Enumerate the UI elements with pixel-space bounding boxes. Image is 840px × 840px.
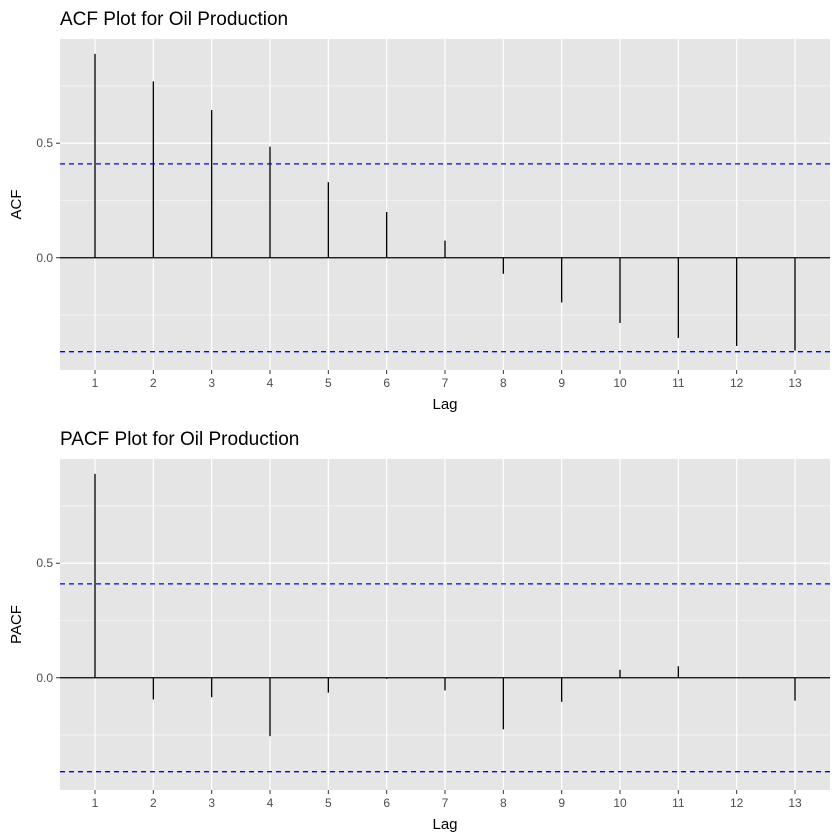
x-tick-label: 9 <box>558 796 565 810</box>
x-tick-label: 11 <box>672 796 685 810</box>
x-tick-label: 9 <box>558 376 565 390</box>
chart-title: ACF Plot for Oil Production <box>60 9 288 30</box>
x-tick-label: 3 <box>208 796 215 810</box>
x-tick-label: 10 <box>613 796 627 810</box>
x-tick-label: 7 <box>442 376 449 390</box>
confidence-lines <box>60 163 830 353</box>
confidence-lines <box>60 583 830 773</box>
pacf-bars <box>60 473 830 737</box>
x-tick-label: 2 <box>150 796 157 810</box>
chart-title: PACF Plot for Oil Production <box>60 429 299 450</box>
x-tick-label: 1 <box>92 376 99 390</box>
x-tick-label: 8 <box>500 796 507 810</box>
x-axis-title: Lag <box>432 816 457 833</box>
x-tick-label: 6 <box>383 796 390 810</box>
y-tick-label: 0.5 <box>36 136 53 150</box>
y-tick-label: 0.0 <box>36 251 53 265</box>
x-tick-label: 13 <box>788 376 802 390</box>
x-tick-label: 4 <box>267 376 274 390</box>
x-tick-label: 4 <box>267 796 274 810</box>
x-tick-label: 5 <box>325 796 332 810</box>
x-tick-label: 11 <box>672 376 685 390</box>
x-axis-ticks: 1 2 3 4 5 6 7 8 9 10 11 12 13 <box>92 370 802 390</box>
x-tick-label: 7 <box>442 796 449 810</box>
x-axis-ticks: 1 2 3 4 5 6 7 8 9 10 11 12 13 <box>92 790 802 810</box>
y-tick-label: 0.0 <box>36 671 53 685</box>
y-axis-title: PACF <box>8 605 25 644</box>
x-tick-label: 8 <box>500 376 507 390</box>
x-tick-label: 5 <box>325 376 332 390</box>
y-tick-label: 0.5 <box>36 556 53 570</box>
x-tick-label: 13 <box>788 796 802 810</box>
x-tick-label: 2 <box>150 376 157 390</box>
acf-bars <box>60 53 830 351</box>
x-tick-label: 6 <box>383 376 390 390</box>
x-tick-label: 10 <box>613 376 627 390</box>
x-tick-label: 1 <box>92 796 99 810</box>
x-tick-label: 12 <box>730 376 744 390</box>
y-axis-ticks: 0.0 0.5 <box>36 556 60 685</box>
y-axis-title: ACF <box>8 190 25 220</box>
x-axis-title: Lag <box>432 396 457 413</box>
y-axis-ticks: 0.0 0.5 <box>36 136 60 265</box>
x-tick-label: 3 <box>208 376 215 390</box>
x-tick-label: 12 <box>730 796 744 810</box>
